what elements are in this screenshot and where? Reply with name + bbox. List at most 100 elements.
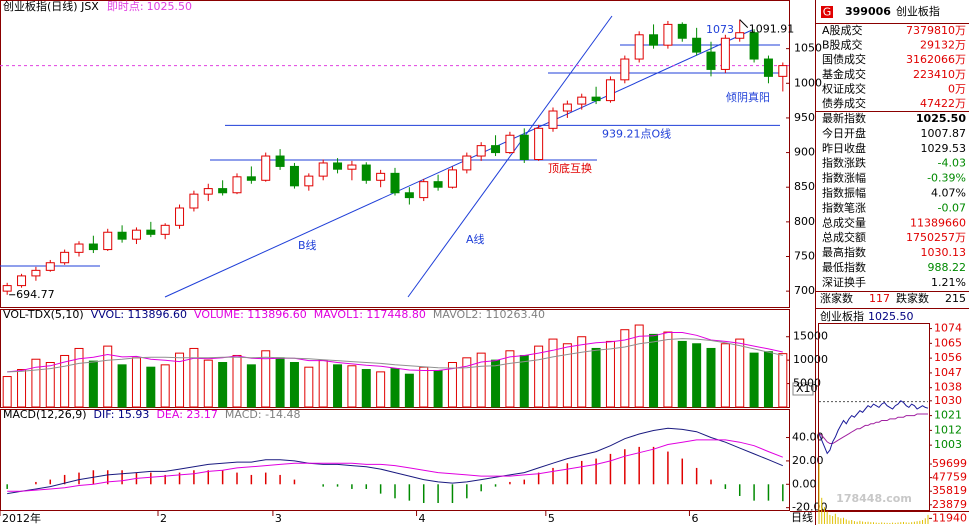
header-text: MACD(12,26,9)	[3, 408, 87, 421]
volume-bar	[634, 324, 644, 408]
candle-body	[45, 262, 55, 271]
candle-body	[361, 164, 371, 181]
volume-bar	[605, 340, 615, 408]
vol-tick-label: 35819	[932, 484, 967, 497]
x-tick-label: 3	[275, 512, 282, 525]
header-text: VVOL: 113896.60	[91, 308, 187, 321]
candle-body	[261, 155, 271, 181]
candle-body	[735, 32, 745, 39]
row-value: 1750257万	[906, 231, 966, 244]
annotation: 倾阴真阳	[726, 90, 770, 104]
vol-tick-label: 11940	[932, 511, 967, 524]
candle-body	[749, 32, 759, 60]
row-value: 1029.53	[921, 142, 967, 155]
watermark: 178448.com	[836, 492, 912, 505]
row-value: -4.03	[938, 157, 966, 170]
candle-body	[88, 243, 98, 251]
volume-bar	[333, 364, 343, 408]
candle-body	[663, 23, 673, 46]
row-value: 1007.87	[921, 127, 967, 140]
volume-bar	[318, 359, 328, 408]
candle-body	[491, 145, 501, 154]
unit-label: X10	[796, 382, 818, 395]
header-text: MAVOL1: 117448.80	[314, 308, 426, 321]
row-value: 1025.50	[916, 112, 966, 125]
candle-body	[649, 34, 659, 46]
volume-bar	[289, 362, 299, 408]
candle-body	[376, 172, 386, 181]
volume-bar	[60, 354, 70, 408]
candle-body	[404, 192, 414, 199]
row-label: 国债成交	[822, 52, 866, 66]
volume-bar	[261, 350, 271, 408]
candle-body	[246, 176, 256, 181]
row-label: 深证换手	[822, 275, 866, 289]
main-panel	[0, 0, 790, 308]
y-tick-label: 0.00	[792, 477, 817, 490]
candle-body	[720, 37, 730, 70]
x-tick-label: 4	[419, 512, 426, 525]
volume-bar	[763, 351, 773, 408]
header-text: VOL-TDX(5,10)	[3, 308, 84, 321]
index-code: 399006	[845, 5, 891, 18]
volume-bar	[706, 347, 716, 408]
candle-body	[605, 79, 615, 102]
volume-bar	[103, 345, 113, 408]
row-label: 今日开盘	[822, 126, 866, 140]
row-label: 基金成交	[822, 67, 866, 81]
candle-body	[476, 145, 486, 157]
annotation: 1073	[706, 23, 734, 36]
row-label: 总成交额	[822, 230, 866, 244]
volume-bar	[218, 362, 228, 408]
volume-bar	[433, 369, 443, 408]
volume-bar	[720, 343, 730, 408]
candle-body	[534, 127, 544, 160]
row-value: 1030.13	[921, 246, 967, 259]
row-value: 4.07%	[931, 187, 966, 200]
volume-bar	[361, 369, 371, 408]
candle-body	[562, 103, 572, 112]
row-label: 指数笔涨	[822, 200, 866, 214]
row-value: 7379810万	[906, 24, 966, 37]
x-tick-label: 6	[691, 512, 698, 525]
candle-body	[419, 181, 429, 199]
candle-body	[390, 172, 400, 194]
candle-body	[692, 37, 702, 53]
realtime-label: 即时点:	[107, 0, 144, 13]
volume-bar	[275, 357, 285, 408]
y-tick-label: 1000	[794, 76, 822, 89]
candle-body	[74, 243, 84, 253]
candle-body	[131, 229, 141, 240]
row-value: 988.22	[928, 261, 967, 274]
row-value: 3162066万	[906, 53, 966, 66]
unit-box	[792, 382, 814, 396]
mini-frame	[818, 323, 930, 511]
row-label: A股成交	[822, 23, 863, 37]
candle-body	[706, 51, 716, 70]
row-label: 昨日收盘	[822, 141, 866, 155]
period-tab[interactable]: 日线	[791, 510, 813, 524]
row-value: 0万	[948, 82, 966, 95]
volume-bar	[74, 347, 84, 408]
candle-body	[160, 224, 170, 235]
y-tick-label: 750	[794, 250, 815, 263]
volume-bar	[131, 357, 141, 408]
candle-body	[304, 175, 314, 187]
high-pointer	[739, 19, 749, 28]
volume-bar	[505, 350, 515, 408]
candle-body	[519, 134, 529, 160]
annotation: B线	[298, 238, 317, 252]
volume-bar	[663, 331, 673, 408]
candle-body	[175, 207, 185, 226]
y-tick-label: 20.00	[792, 454, 824, 467]
candle-body	[275, 155, 285, 167]
volume-bar	[577, 336, 587, 408]
volume-bar	[146, 366, 156, 408]
volume-bar	[534, 345, 544, 408]
candle-body	[778, 65, 788, 77]
badge-box	[821, 6, 833, 18]
vol-tick-label: 23879	[932, 498, 967, 511]
row-value: 29132万	[920, 39, 966, 52]
